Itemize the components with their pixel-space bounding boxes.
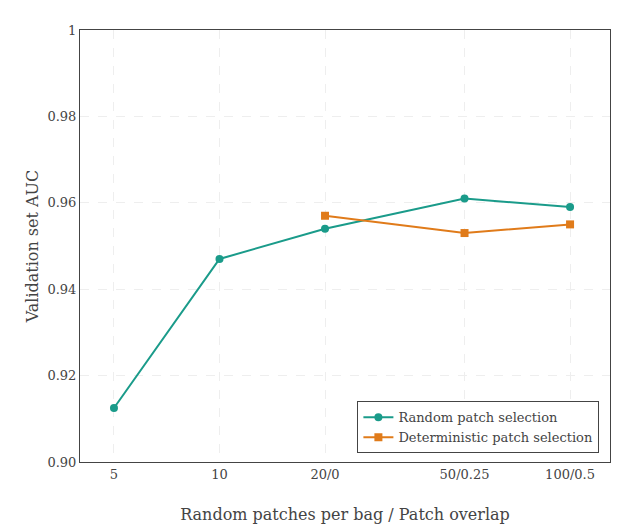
svg-text:Random patches per bag / Patch: Random patches per bag / Patch overlap xyxy=(180,505,510,524)
svg-text:0.96: 0.96 xyxy=(47,195,76,210)
svg-text:Deterministic patch selection: Deterministic patch selection xyxy=(398,430,593,445)
svg-text:0.92: 0.92 xyxy=(47,368,76,383)
svg-text:0.94: 0.94 xyxy=(47,282,76,297)
svg-text:1: 1 xyxy=(68,23,76,38)
svg-text:Random patch selection: Random patch selection xyxy=(398,410,558,425)
svg-text:0.98: 0.98 xyxy=(47,109,76,124)
svg-text:0.90: 0.90 xyxy=(47,455,76,470)
svg-text:100/0.5: 100/0.5 xyxy=(545,467,595,482)
svg-text:20/0: 20/0 xyxy=(310,467,339,482)
svg-text:10: 10 xyxy=(211,467,228,482)
svg-text:50/0.25: 50/0.25 xyxy=(440,467,490,482)
svg-text:Validation set AUC: Validation set AUC xyxy=(23,170,42,324)
svg-text:5: 5 xyxy=(110,467,118,482)
